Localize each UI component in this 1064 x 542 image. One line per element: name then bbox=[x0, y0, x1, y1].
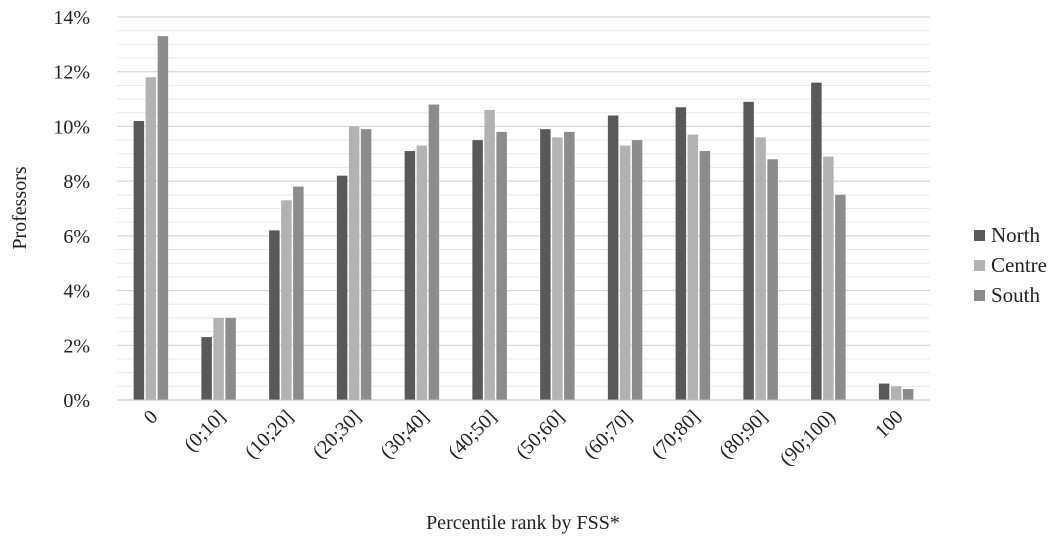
bar-south-2 bbox=[293, 186, 304, 400]
bar-centre-7 bbox=[619, 145, 631, 400]
bar-centre-8 bbox=[687, 134, 699, 400]
legend-label-south: South bbox=[991, 283, 1041, 307]
bar-south-10 bbox=[835, 194, 846, 400]
x-axis-title: Percentile rank by FSS* bbox=[426, 512, 620, 534]
bar-centre-11 bbox=[890, 386, 902, 400]
bar-centre-3 bbox=[348, 126, 360, 400]
x-tick-label: (30;40] bbox=[376, 406, 433, 463]
bar-north-8 bbox=[675, 107, 687, 401]
bars bbox=[133, 36, 914, 401]
bar-north-4 bbox=[404, 151, 416, 400]
bar-south-4 bbox=[428, 104, 440, 401]
bar-south-11 bbox=[902, 389, 914, 400]
bar-centre-6 bbox=[552, 137, 563, 400]
bar-centre-2 bbox=[281, 200, 292, 400]
x-tick-label: (10;20] bbox=[241, 406, 298, 463]
bar-north-9 bbox=[743, 101, 754, 401]
x-axis-tick-labels: 0 (0;10] (10;20] (20;30] (30;40] (40;50] (50;6… bbox=[140, 406, 908, 470]
y-tick-label: 4% bbox=[63, 281, 90, 303]
bar-north-5 bbox=[472, 140, 483, 400]
bar-centre-4 bbox=[416, 145, 428, 400]
x-tick-label: (80;90] bbox=[715, 406, 772, 463]
y-tick-label: 14% bbox=[53, 7, 90, 29]
y-tick-label: 2% bbox=[63, 335, 90, 357]
bar-centre-9 bbox=[755, 137, 766, 400]
bar-south-8 bbox=[699, 151, 711, 400]
x-tick-label: (90;100) bbox=[776, 406, 840, 470]
legend-swatch-north bbox=[974, 230, 985, 241]
bar-south-1 bbox=[225, 317, 236, 400]
bar-centre-1 bbox=[213, 317, 224, 400]
y-tick-label: 8% bbox=[63, 171, 90, 193]
bar-north-6 bbox=[540, 129, 551, 400]
bar-north-10 bbox=[811, 82, 822, 401]
bar-centre-10 bbox=[823, 156, 834, 400]
x-tick-label: (60;70] bbox=[579, 406, 636, 463]
legend-swatch-south bbox=[974, 290, 985, 301]
y-tick-label: 6% bbox=[63, 226, 90, 248]
bar-south-3 bbox=[360, 129, 372, 400]
bar-south-6 bbox=[564, 131, 575, 400]
y-axis-title: Professors bbox=[9, 166, 31, 250]
x-tick-label: 100 bbox=[871, 406, 908, 443]
bar-north-3 bbox=[336, 175, 348, 400]
y-axis-tick-labels: 0% 2% 4% 6% 8% 10% 12% 14% bbox=[53, 7, 90, 412]
bar-south-7 bbox=[631, 140, 643, 400]
bar-north-1 bbox=[201, 337, 212, 400]
legend-label-centre: Centre bbox=[991, 253, 1047, 277]
bar-north-2 bbox=[269, 230, 280, 400]
legend-swatch-centre bbox=[974, 260, 985, 271]
y-tick-label: 10% bbox=[53, 116, 90, 138]
legend-label-north: North bbox=[991, 223, 1040, 247]
x-tick-label: (50;60] bbox=[512, 406, 569, 463]
x-tick-label: (70;80] bbox=[647, 406, 704, 463]
x-tick-label: 0 bbox=[140, 406, 163, 429]
x-tick-label: (20;30] bbox=[308, 406, 365, 463]
y-tick-label: 0% bbox=[63, 390, 90, 412]
y-tick-label: 12% bbox=[53, 62, 90, 84]
x-tick-label: (0;10] bbox=[180, 406, 230, 456]
bar-north-11 bbox=[878, 383, 890, 400]
bar-north-7 bbox=[607, 115, 619, 400]
gridlines bbox=[117, 16, 930, 387]
legend: North Centre South bbox=[974, 223, 1047, 307]
bar-centre-0 bbox=[145, 77, 157, 400]
x-tick-label: (40;50] bbox=[444, 406, 501, 463]
bar-south-5 bbox=[496, 131, 507, 400]
bar-north-0 bbox=[133, 120, 145, 400]
bar-centre-5 bbox=[484, 110, 495, 400]
bar-south-9 bbox=[767, 159, 778, 400]
bar-south-0 bbox=[157, 36, 169, 401]
